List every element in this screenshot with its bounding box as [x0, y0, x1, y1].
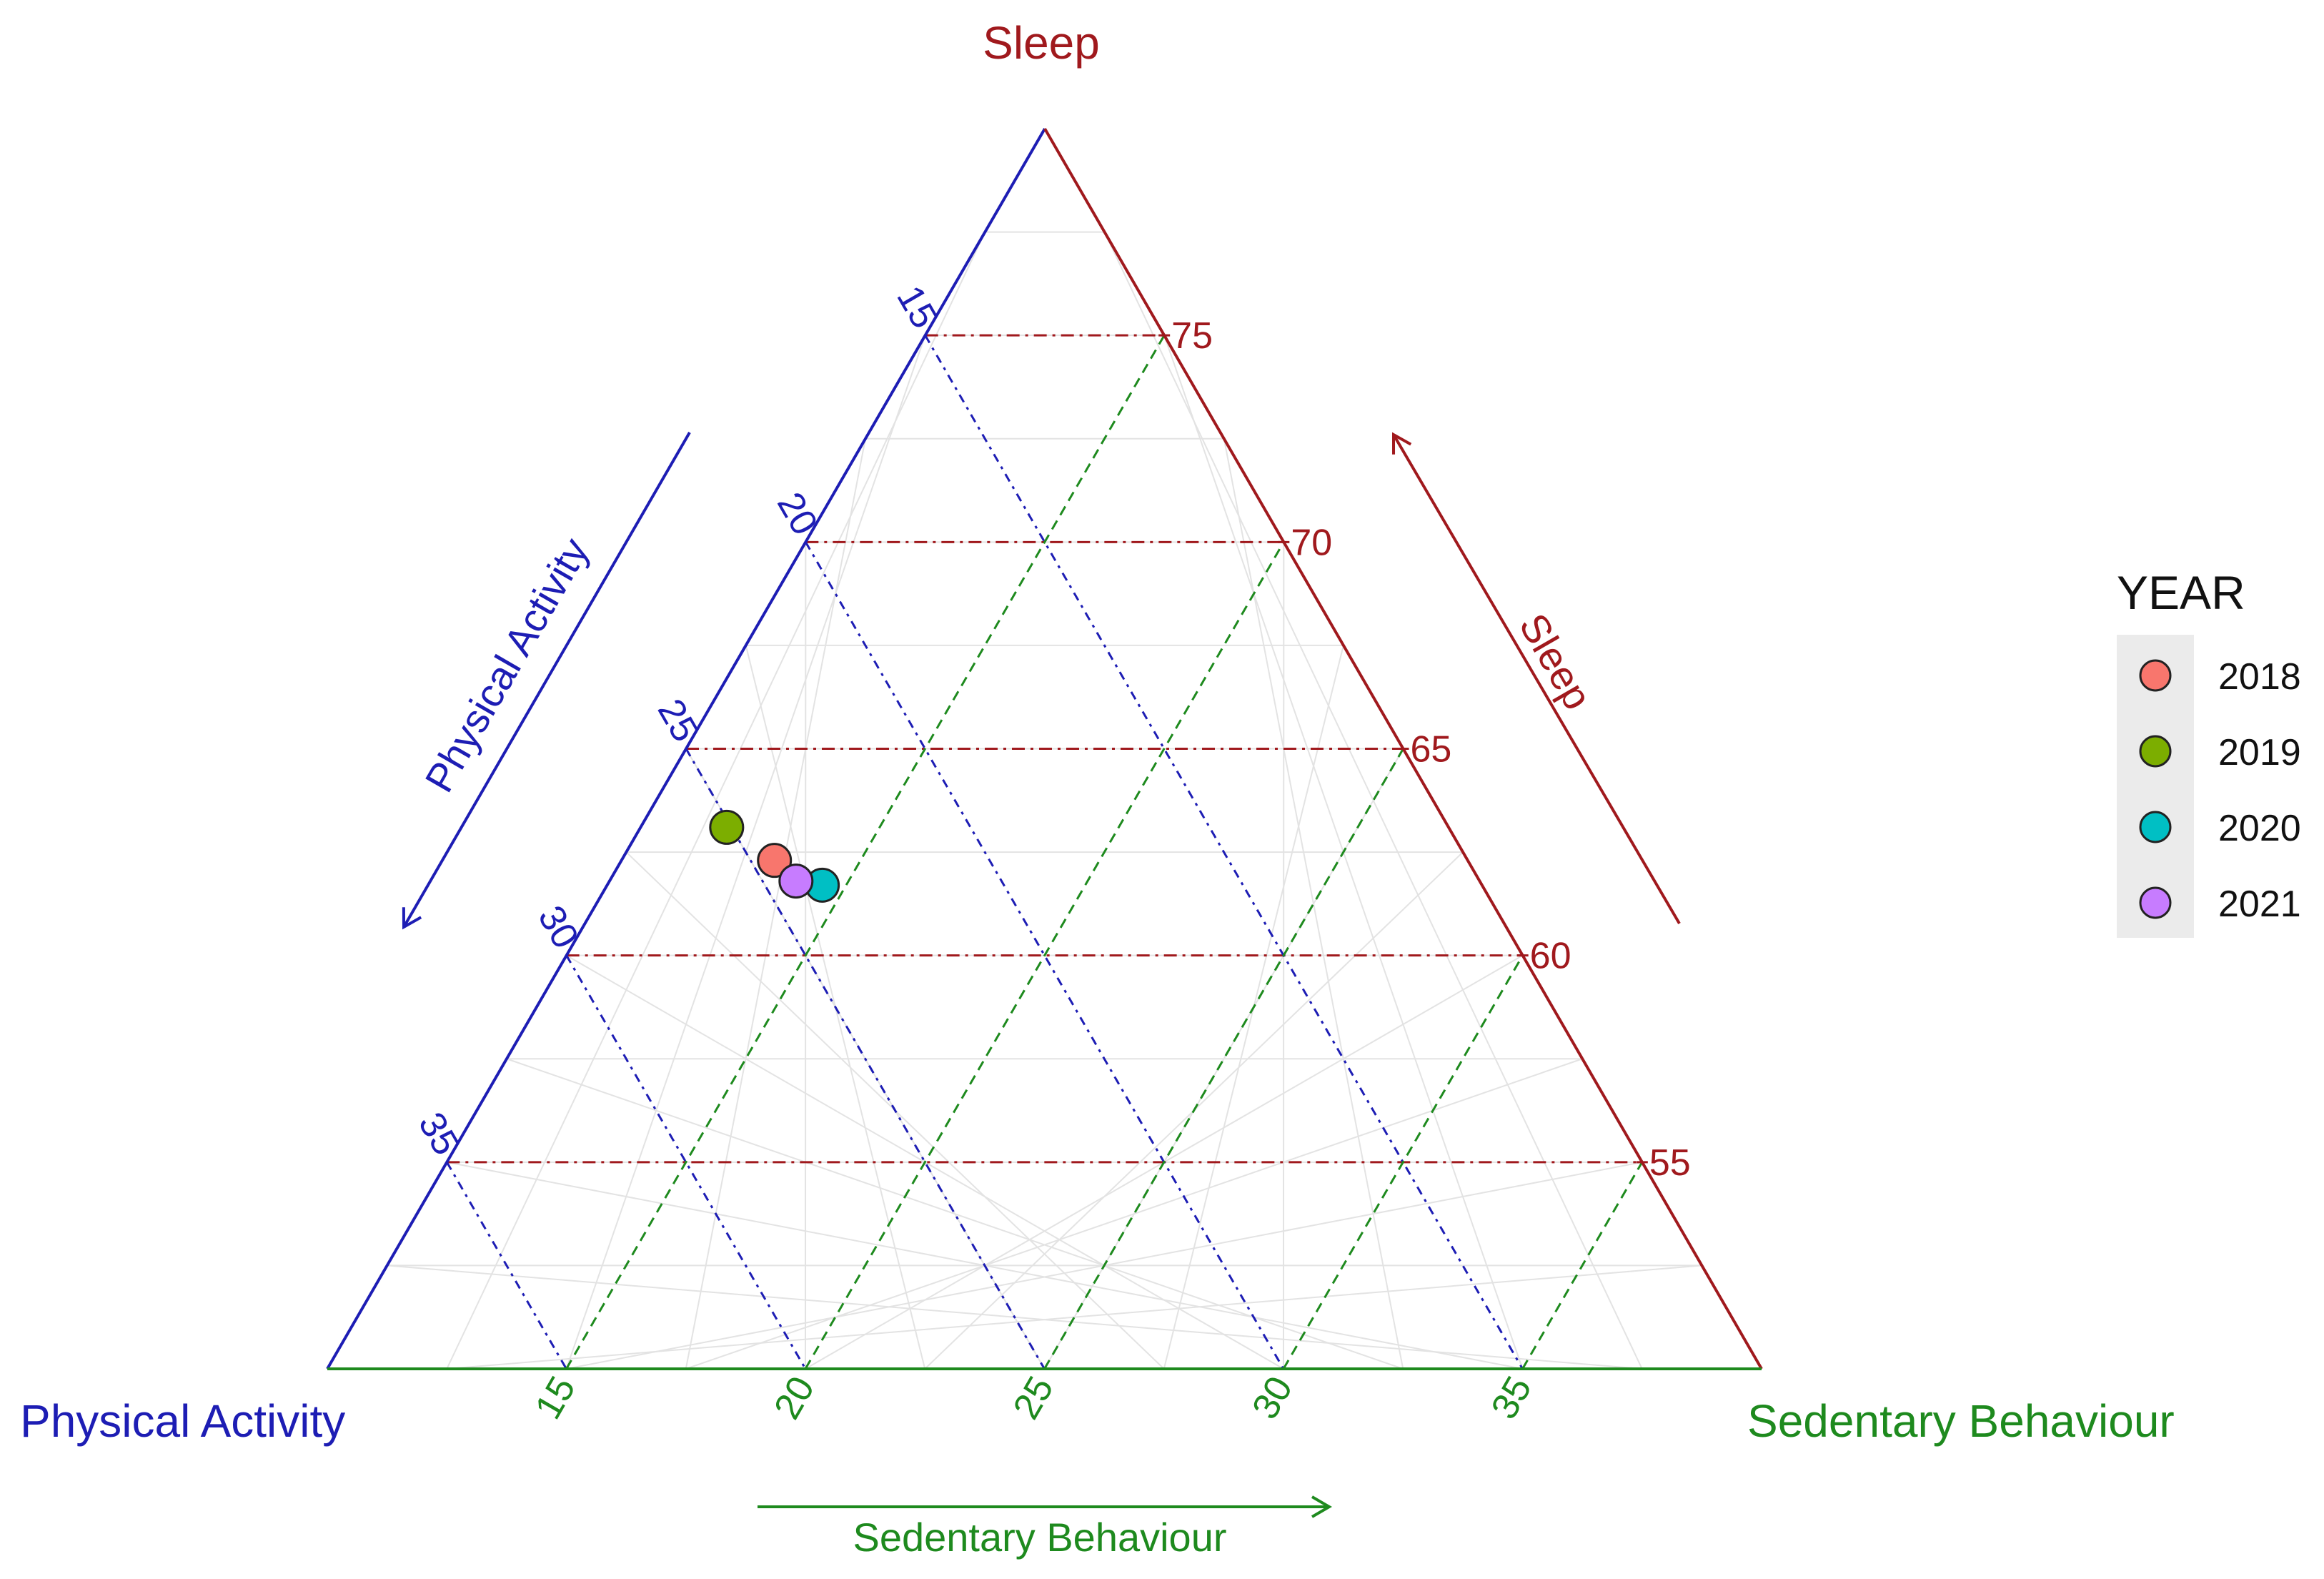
physical-activity-tick-label: 25 — [650, 692, 706, 748]
legend-marker-2021 — [2140, 888, 2170, 918]
sedentary-axis-title: Sedentary Behaviour — [853, 1515, 1226, 1560]
vertex-label-top: Sleep — [983, 17, 1100, 69]
minor-grid-line — [1224, 439, 1404, 1369]
legend-label-2018: 2018 — [2218, 656, 2301, 698]
sleep-tick-label: 65 — [1411, 729, 1452, 771]
physical-activity-axis-title: Physical Activity — [416, 530, 597, 799]
vertex-label-right: Sedentary Behaviour — [1747, 1395, 2175, 1447]
sleep-tick-label: 60 — [1530, 936, 1571, 977]
sedentary-tick-label: 20 — [766, 1370, 823, 1426]
physical-activity-axis-arrow — [404, 432, 690, 927]
legend-label-2021: 2021 — [2218, 883, 2301, 925]
physical-activity-tick-label: 20 — [769, 485, 825, 542]
sleep-tick-label: 75 — [1171, 315, 1213, 357]
legend-marker-2018 — [2140, 660, 2170, 690]
minor-grid-line — [507, 1059, 1403, 1369]
legend: YEAR 2018 2019 2020 2021 — [2117, 566, 2301, 938]
sleep-axis-title: Sleep — [1511, 605, 1601, 717]
sleep-tick-label: 55 — [1649, 1142, 1691, 1184]
data-point-2021 — [780, 865, 813, 898]
legend-label-2019: 2019 — [2218, 732, 2301, 773]
physical-activity-tick-label: 35 — [410, 1106, 467, 1162]
sleep-axis-arrow — [1394, 435, 1679, 924]
data-points — [710, 811, 839, 901]
physical-activity-tick-label: 15 — [888, 279, 945, 335]
sedentary-tick-label: 15 — [527, 1370, 584, 1426]
data-point-2019 — [710, 811, 743, 843]
legend-marker-2019 — [2140, 736, 2170, 766]
vertex-label-left: Physical Activity — [20, 1395, 345, 1447]
minor-grid — [387, 232, 1702, 1369]
sedentary-tick-label: 30 — [1244, 1370, 1301, 1426]
legend-label-2020: 2020 — [2218, 808, 2301, 849]
sleep-tick-label: 70 — [1291, 522, 1332, 563]
legend-title: YEAR — [2117, 566, 2245, 619]
physical-activity-tick-label: 30 — [530, 899, 586, 956]
sedentary-tick-label: 25 — [1005, 1370, 1062, 1426]
legend-marker-2020 — [2140, 812, 2170, 842]
sedentary-tick-label: 35 — [1484, 1370, 1540, 1426]
